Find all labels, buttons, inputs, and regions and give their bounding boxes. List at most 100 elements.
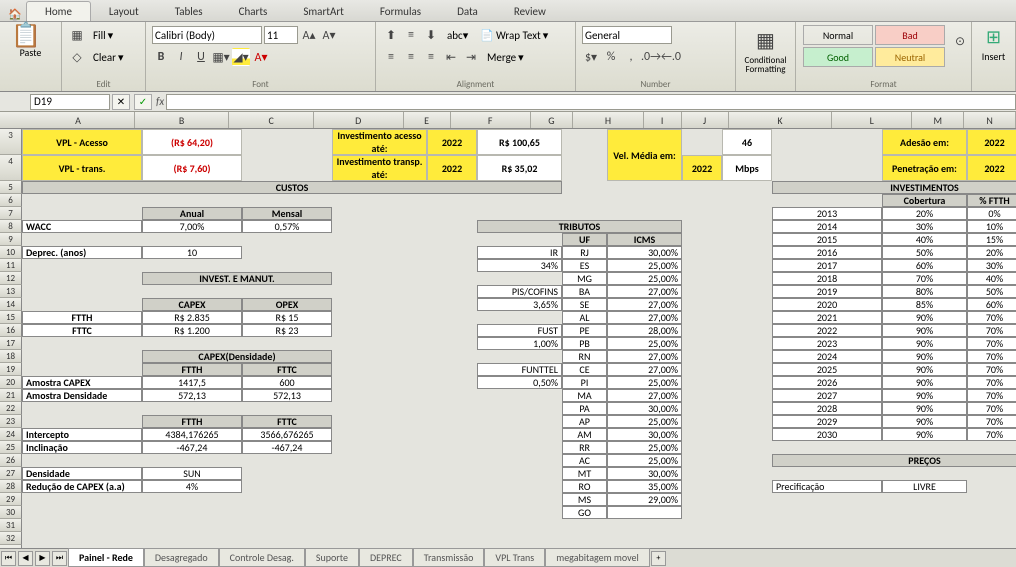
cell[interactable]: 27,00% bbox=[607, 363, 682, 376]
align-left-icon[interactable]: ≡ bbox=[382, 48, 400, 66]
style-bad[interactable]: Bad bbox=[875, 25, 945, 45]
cell[interactable]: 90% bbox=[882, 311, 967, 324]
cell[interactable]: 70% bbox=[882, 272, 967, 285]
cell[interactable]: 30,00% bbox=[607, 246, 682, 259]
italic-button[interactable]: I bbox=[172, 48, 190, 66]
fill-color-button[interactable]: ◢▾ bbox=[232, 48, 250, 66]
cell[interactable]: ES bbox=[562, 259, 607, 272]
cell[interactable]: 70% bbox=[967, 324, 1016, 337]
row-header[interactable]: 21 bbox=[0, 389, 22, 402]
indent-dec-icon[interactable]: ⇤ bbox=[442, 48, 460, 66]
dec-dec-icon[interactable]: ←.0 bbox=[662, 48, 680, 66]
cell[interactable]: Adesão em: bbox=[882, 129, 967, 155]
cell[interactable]: GO bbox=[562, 506, 607, 519]
ribbon-tab-data[interactable]: Data bbox=[439, 2, 496, 21]
cell[interactable]: 70% bbox=[967, 389, 1016, 402]
cell[interactable]: FTTH bbox=[142, 363, 242, 376]
cell[interactable]: AP bbox=[562, 415, 607, 428]
cell[interactable]: 90% bbox=[882, 324, 967, 337]
number-format-input[interactable] bbox=[582, 26, 672, 44]
cell[interactable]: Amostra Densidade bbox=[22, 389, 142, 402]
cell[interactable]: 2020 bbox=[772, 298, 882, 311]
cell[interactable]: 70% bbox=[967, 415, 1016, 428]
cell-grid[interactable]: VPL - Acesso(R$ 64,20)VPL - trans.(R$ 7,… bbox=[22, 129, 1016, 548]
row-header[interactable]: 30 bbox=[0, 506, 22, 519]
cell[interactable]: 25,00% bbox=[607, 337, 682, 350]
cell[interactable]: LIVRE bbox=[882, 480, 967, 493]
cell[interactable]: 70% bbox=[967, 311, 1016, 324]
dec-inc-icon[interactable]: .0→ bbox=[642, 48, 660, 66]
cell[interactable]: 25,00% bbox=[607, 376, 682, 389]
row-header[interactable]: 18 bbox=[0, 350, 22, 363]
border-button[interactable]: ▦▾ bbox=[212, 48, 230, 66]
cell[interactable]: PREÇOS bbox=[772, 454, 1016, 467]
ribbon-tab-layout[interactable]: Layout bbox=[91, 2, 157, 21]
cell[interactable]: 90% bbox=[882, 337, 967, 350]
cell[interactable]: 0,57% bbox=[242, 220, 332, 233]
cell[interactable]: 30% bbox=[967, 259, 1016, 272]
comma-icon[interactable]: , bbox=[622, 48, 640, 66]
row-header[interactable]: 14 bbox=[0, 298, 22, 311]
cell[interactable]: 90% bbox=[882, 363, 967, 376]
align-mid-icon[interactable]: ≡ bbox=[402, 26, 420, 44]
align-right-icon[interactable]: ≡ bbox=[422, 48, 440, 66]
ribbon-tab-review[interactable]: Review bbox=[496, 2, 564, 21]
row-header[interactable]: 13 bbox=[0, 285, 22, 298]
ribbon-tab-formulas[interactable]: Formulas bbox=[362, 2, 439, 21]
cell[interactable]: 0% bbox=[967, 207, 1016, 220]
cell[interactable]: 28,00% bbox=[607, 324, 682, 337]
bold-button[interactable]: B bbox=[152, 48, 170, 66]
cell[interactable]: R$ 1.200 bbox=[142, 324, 242, 337]
ribbon-tab-charts[interactable]: Charts bbox=[221, 2, 286, 21]
cell[interactable]: 2021 bbox=[772, 311, 882, 324]
cell[interactable]: 2022 bbox=[967, 155, 1016, 181]
cell[interactable]: CAPEX(Densidade) bbox=[142, 350, 332, 363]
sheet-nav-first[interactable]: ⏮ bbox=[1, 551, 16, 566]
cell[interactable]: 2030 bbox=[772, 428, 882, 441]
cell[interactable]: FTTH bbox=[142, 415, 242, 428]
cell[interactable]: 90% bbox=[882, 376, 967, 389]
cell[interactable]: 25,00% bbox=[607, 454, 682, 467]
cell[interactable]: 85% bbox=[882, 298, 967, 311]
font-color-button[interactable]: A▾ bbox=[252, 48, 270, 66]
cell[interactable]: 25,00% bbox=[607, 272, 682, 285]
cell[interactable]: PIS/COFINS bbox=[477, 285, 562, 298]
cell[interactable]: R$ 23 bbox=[242, 324, 332, 337]
cell[interactable]: Intercepto bbox=[22, 428, 142, 441]
cell[interactable]: 2015 bbox=[772, 233, 882, 246]
col-header[interactable]: C bbox=[229, 112, 314, 128]
cell[interactable]: 60% bbox=[882, 259, 967, 272]
cell[interactable]: Mbps bbox=[722, 155, 772, 181]
row-header[interactable]: 11 bbox=[0, 259, 22, 272]
clear-button[interactable]: Clear ▾ bbox=[88, 48, 129, 66]
row-header[interactable]: 23 bbox=[0, 415, 22, 428]
row-header[interactable]: 31 bbox=[0, 519, 22, 532]
cell[interactable]: MS bbox=[562, 493, 607, 506]
row-header[interactable]: 15 bbox=[0, 311, 22, 324]
cell[interactable]: RO bbox=[562, 480, 607, 493]
font-size-input[interactable] bbox=[264, 26, 298, 44]
row-header[interactable]: 29 bbox=[0, 493, 22, 506]
row-header[interactable]: 3 bbox=[0, 129, 22, 155]
merge-button[interactable]: Merge ▾ bbox=[482, 48, 529, 66]
sheet-nav-next[interactable]: ▶ bbox=[35, 551, 50, 566]
cell[interactable]: 40% bbox=[967, 272, 1016, 285]
cell[interactable] bbox=[607, 506, 682, 519]
col-header[interactable]: L bbox=[832, 112, 912, 128]
cell[interactable]: 27,00% bbox=[607, 298, 682, 311]
cell[interactable]: MT bbox=[562, 467, 607, 480]
cell[interactable]: 70% bbox=[967, 376, 1016, 389]
cell[interactable]: Amostra CAPEX bbox=[22, 376, 142, 389]
col-header[interactable]: A bbox=[22, 112, 135, 128]
cell[interactable]: R$ 15 bbox=[242, 311, 332, 324]
col-header[interactable]: N bbox=[964, 112, 1016, 128]
cell[interactable]: 3,65% bbox=[477, 298, 562, 311]
accept-formula-icon[interactable]: ✓ bbox=[134, 94, 152, 110]
cell[interactable]: R$ 35,02 bbox=[477, 155, 562, 181]
cell[interactable]: Penetração em: bbox=[882, 155, 967, 181]
cell[interactable]: 572,13 bbox=[242, 389, 332, 402]
cell[interactable]: 29,00% bbox=[607, 493, 682, 506]
cell[interactable]: 80% bbox=[882, 285, 967, 298]
cell[interactable]: ICMS bbox=[607, 233, 682, 246]
row-header[interactable]: 32 bbox=[0, 532, 22, 545]
